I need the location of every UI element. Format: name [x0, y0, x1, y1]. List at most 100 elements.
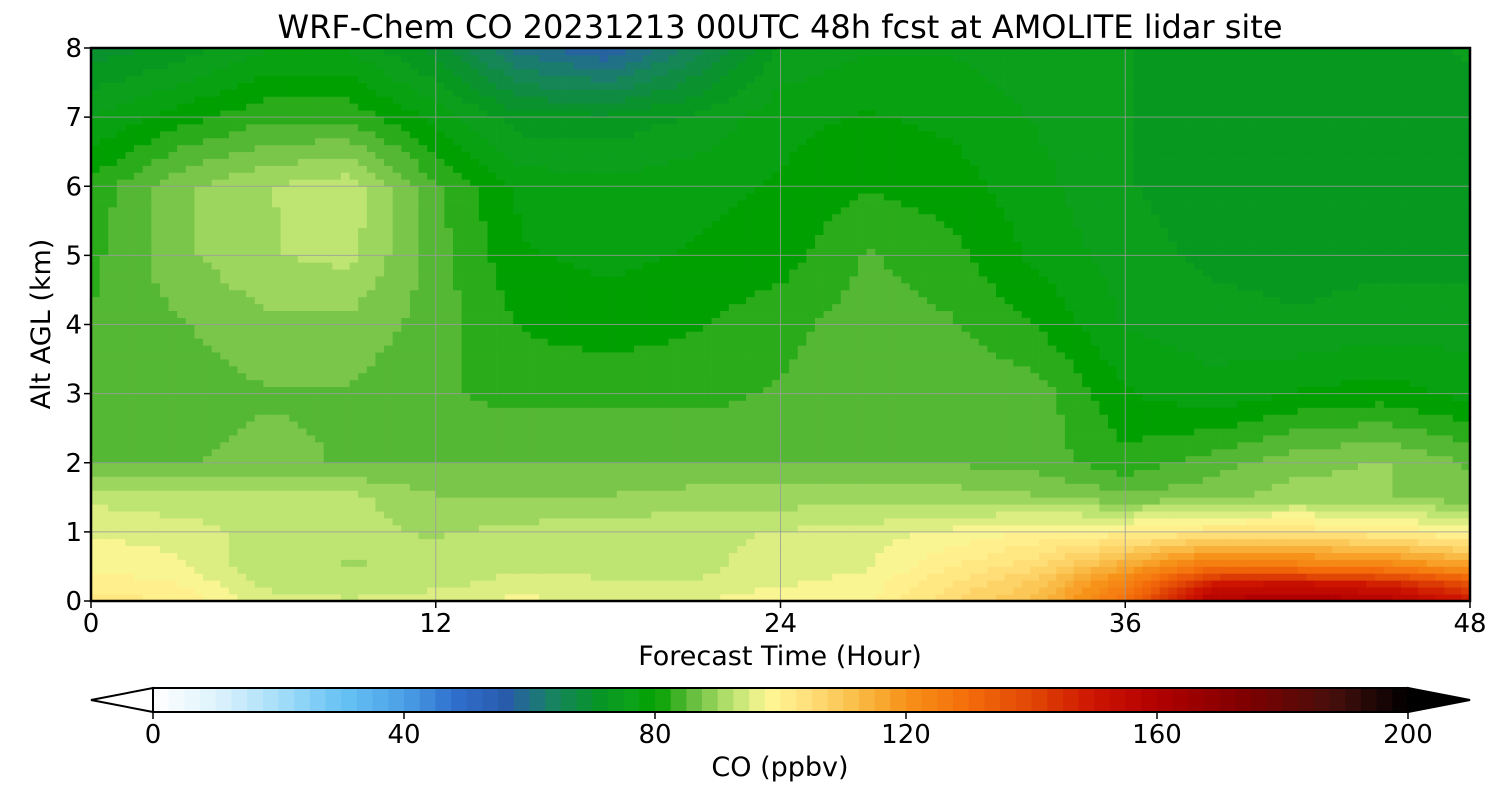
contour-cell: [168, 538, 178, 547]
contour-cell: [521, 455, 531, 464]
contour-cell: [125, 483, 135, 491]
contour-cell: [185, 559, 195, 567]
contour-cell: [1323, 400, 1333, 408]
contour-cell: [685, 524, 695, 533]
contour-cell: [573, 587, 583, 595]
contour-cell: [711, 511, 721, 519]
contour-cell: [1340, 511, 1350, 519]
contour-cell: [892, 386, 902, 394]
contour-cell: [444, 462, 454, 471]
contour-cell: [1142, 511, 1152, 519]
contour-cell: [513, 504, 523, 512]
contour-cell: [694, 435, 704, 443]
contour-cell: [1280, 407, 1290, 415]
contour-cell: [315, 448, 325, 457]
contour-cell: [763, 518, 773, 526]
contour-cell: [521, 594, 531, 601]
contour-cell: [840, 504, 850, 512]
contour-cell: [289, 594, 299, 601]
contour-cell: [625, 428, 635, 436]
contour-cell: [1392, 393, 1402, 401]
contour-cell: [814, 518, 824, 526]
contour-cell: [496, 587, 506, 595]
contour-cell: [746, 414, 755, 422]
contour-cell: [1297, 559, 1307, 567]
contour-cell: [228, 386, 238, 394]
contour-cell: [401, 400, 411, 408]
contour-cell: [1314, 386, 1324, 394]
contour-cell: [220, 379, 230, 388]
contour-cell: [1090, 531, 1100, 540]
contour-cell: [427, 414, 437, 422]
contour-cell: [1383, 594, 1393, 601]
contour-cell: [1039, 580, 1049, 588]
contour-cell: [418, 538, 428, 547]
contour-cell: [987, 538, 997, 547]
contour-cell: [409, 511, 419, 519]
contour-cell: [1194, 448, 1204, 457]
contour-cell: [323, 573, 333, 581]
contour-cell: [1194, 469, 1204, 477]
contour-cell: [1047, 455, 1057, 464]
contour-cell: [1366, 442, 1376, 450]
contour-cell: [927, 455, 936, 464]
contour-cell: [349, 393, 359, 401]
contour-cell: [1185, 448, 1195, 457]
contour-cell: [1159, 538, 1169, 547]
contour-cell: [427, 566, 437, 574]
contour-cell: [1021, 407, 1031, 415]
contour-cell: [271, 497, 281, 505]
contour-cell: [720, 435, 730, 443]
contour-cell: [918, 594, 928, 601]
contour-cell: [771, 552, 781, 560]
contour-cell: [452, 566, 462, 574]
contour-cell: [1211, 552, 1221, 560]
contour-cell: [823, 504, 833, 512]
contour-cell: [461, 476, 471, 484]
contour-cell: [935, 476, 945, 484]
contour-cell: [935, 428, 945, 436]
contour-cell: [1021, 428, 1031, 436]
contour-cell: [1314, 400, 1324, 408]
contour-cell: [108, 407, 118, 415]
contour-cell: [1211, 469, 1221, 477]
contour-cell: [530, 545, 540, 553]
contour-cell: [134, 559, 144, 567]
contour-cell: [1332, 448, 1342, 457]
contour-cell: [1004, 476, 1014, 484]
contour-cell: [306, 524, 316, 533]
contour-cell: [771, 545, 781, 553]
contour-cell: [271, 414, 281, 422]
contour-cell: [1194, 462, 1204, 471]
contour-cell: [582, 442, 592, 450]
contour-cell: [1392, 421, 1402, 429]
contour-cell: [1056, 580, 1066, 588]
contour-cell: [659, 393, 669, 401]
contour-cell: [814, 552, 824, 560]
contour-cell: [685, 407, 695, 415]
contour-cell: [1444, 400, 1454, 408]
contour-cell: [711, 531, 721, 540]
contour-cell: [565, 573, 574, 581]
contour-cell: [1073, 490, 1083, 498]
contour-cell: [1039, 566, 1049, 574]
contour-cell: [1047, 531, 1057, 540]
contour-cell: [1151, 552, 1161, 560]
contour-cell: [582, 518, 592, 526]
contour-cell: [1435, 393, 1445, 401]
contour-cell: [737, 407, 747, 415]
contour-cell: [125, 476, 135, 484]
contour-cell: [401, 587, 411, 595]
contour-cell: [1159, 455, 1169, 464]
contour-cell: [728, 442, 738, 450]
contour-cell: [1435, 497, 1445, 505]
contour-cell: [418, 386, 428, 394]
contour-cell: [99, 552, 109, 560]
contour-cell: [728, 476, 738, 484]
contour-cell: [840, 386, 850, 394]
contour-cell: [866, 490, 876, 498]
contour-cell: [702, 490, 712, 498]
contour-cell: [539, 594, 549, 601]
contour-cell: [392, 455, 402, 464]
contour-cell: [478, 580, 488, 588]
